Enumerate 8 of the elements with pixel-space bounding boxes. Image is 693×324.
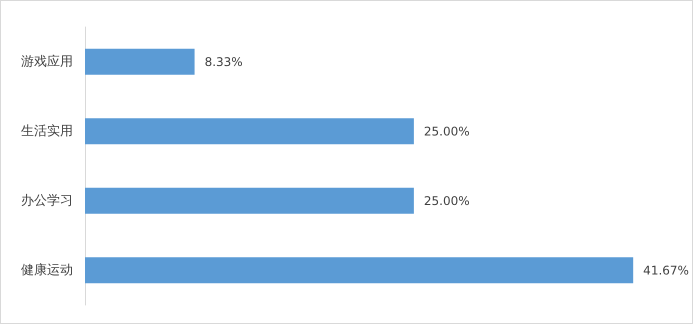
y-tick-label: 游戏应用 [21, 53, 73, 70]
data-label: 41.67% [643, 263, 689, 278]
y-tick-label: 健康运动 [21, 262, 73, 278]
data-label: 25.00% [424, 124, 470, 138]
y-tick-label: 办公学习 [21, 193, 73, 208]
y-tick-label: 生活实用 [21, 124, 73, 139]
data-label: 25.00% [424, 194, 470, 208]
data-label: 8.33% [204, 54, 243, 69]
